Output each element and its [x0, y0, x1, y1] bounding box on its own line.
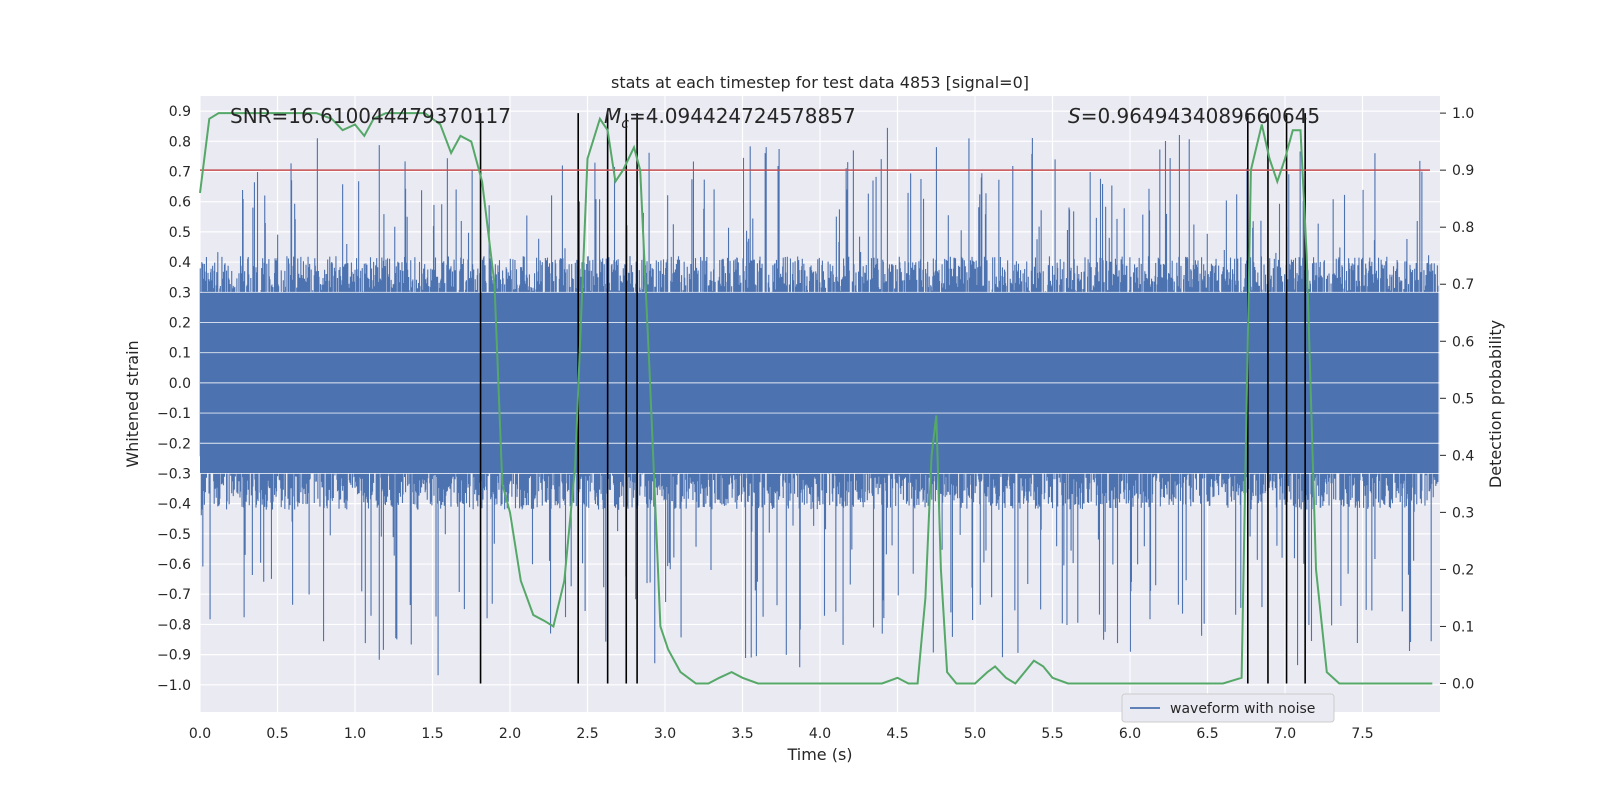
chart-title: stats at each timestep for test data 485… [611, 73, 1029, 92]
y-right-tick-label: 0.9 [1452, 163, 1474, 179]
legend-box [1121, 693, 1335, 723]
x-tick-label: 2.5 [576, 726, 598, 742]
y-right-tick-label: 0.2 [1452, 562, 1474, 578]
y-axis-right-label: Detection probability [1486, 320, 1505, 488]
detection-probability-series [199, 112, 1433, 685]
y-right-tick-label: 0.5 [1452, 391, 1474, 407]
y-axis-left: 0.9 0.8 0.7 0.6 0.5 0.4 0.3 0.2 0.1 0.0 −0.1 −0.2 −0… [157, 104, 191, 694]
annotations: SNR=16.610044479370117 Mc=4.094424724578… [230, 104, 1320, 132]
y-left-tick-label: −0.9 [157, 648, 191, 664]
legend-label-waveform: waveform with noise [1170, 701, 1315, 717]
y-left-tick-label: −0.8 [157, 617, 191, 633]
y-left-tick-label: 0.7 [169, 164, 191, 180]
y-left-tick-label: 0.9 [169, 104, 191, 120]
y-axis-left-label: Whitened strain [123, 340, 142, 467]
y-left-tick-label: 0.3 [169, 285, 191, 301]
y-left-tick-label: −0.4 [157, 497, 191, 513]
x-tick-label: 2.0 [499, 726, 521, 742]
y-left-tick-label: 0.0 [169, 376, 191, 392]
x-tick-label: 3.5 [731, 726, 753, 742]
y-right-tick-label: 0.3 [1452, 505, 1474, 521]
y-right-tick-label: 1.0 [1452, 106, 1474, 122]
y-left-tick-label: 0.5 [169, 225, 191, 241]
y-axis-right: 1.0 0.9 0.8 0.7 0.6 0.5 0.4 0.3 0.2 0.1 0.0 [1440, 106, 1474, 692]
s-symbol: S [1068, 104, 1081, 128]
y-right-tick-label: 0.4 [1452, 448, 1474, 464]
x-tick-label: 7.0 [1274, 726, 1296, 742]
x-axis: 0.0 0.5 1.0 1.5 2.0 2.5 3.0 3.5 4.0 4.5 5.0 5.5 6.0 6… [189, 726, 1374, 742]
x-tick-label: 7.5 [1351, 726, 1373, 742]
y-right-tick-label: 0.8 [1452, 220, 1474, 236]
plot-content [199, 112, 1440, 685]
x-tick-label: 6.5 [1196, 726, 1218, 742]
s-annotation: S=0.9649434089660645 [1068, 104, 1320, 128]
x-tick-label: 3.0 [654, 726, 676, 742]
chirp-mass-symbol: M [604, 104, 621, 128]
y-left-tick-label: 0.2 [169, 315, 191, 331]
x-tick-label: 4.5 [886, 726, 908, 742]
y-left-tick-label: −0.3 [157, 466, 191, 482]
x-tick-label: 0.0 [189, 726, 211, 742]
y-left-tick-label: 0.8 [169, 134, 191, 150]
x-tick-label: 5.5 [1041, 726, 1063, 742]
x-tick-label: 1.0 [344, 726, 366, 742]
y-left-tick-label: −1.0 [157, 678, 191, 694]
x-axis-label: Time (s) [786, 745, 852, 764]
chirp-mass-subscript: c [621, 116, 629, 132]
legend: waveform with noise [1121, 693, 1335, 723]
y-left-tick-label: −0.1 [157, 406, 191, 422]
y-left-tick-label: −0.6 [157, 557, 191, 573]
x-tick-label: 0.5 [266, 726, 288, 742]
s-value: =0.9649434089660645 [1081, 104, 1320, 128]
y-right-tick-label: 0.0 [1452, 676, 1474, 692]
y-left-tick-label: −0.5 [157, 527, 191, 543]
y-left-tick-label: 0.4 [169, 255, 191, 271]
y-right-tick-label: 0.7 [1452, 277, 1474, 293]
chirp-mass-annotation: Mc=4.094424724578857 [604, 104, 856, 132]
snr-annotation: SNR=16.610044479370117 [230, 104, 511, 128]
y-right-tick-label: 0.6 [1452, 334, 1474, 350]
y-right-tick-label: 0.1 [1452, 619, 1474, 635]
chirp-mass-value: =4.094424724578857 [629, 104, 856, 128]
x-tick-label: 6.0 [1119, 726, 1141, 742]
y-left-tick-label: −0.7 [157, 587, 191, 603]
y-left-tick-label: −0.2 [157, 436, 191, 452]
x-tick-label: 1.5 [421, 726, 443, 742]
y-left-tick-label: 0.1 [169, 346, 191, 362]
y-left-tick-label: 0.6 [169, 195, 191, 211]
x-tick-label: 5.0 [964, 726, 986, 742]
x-tick-label: 4.0 [809, 726, 831, 742]
